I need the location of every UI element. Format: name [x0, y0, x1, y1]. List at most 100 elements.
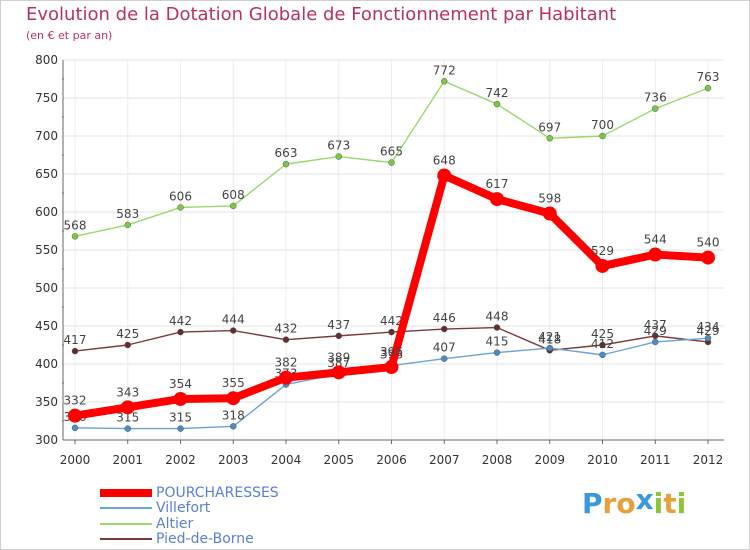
data-label: 434 — [697, 320, 720, 334]
data-label: 432 — [275, 322, 298, 336]
data-label: 396 — [380, 345, 403, 359]
x-tick-label: 2006 — [376, 453, 407, 467]
data-point — [704, 84, 712, 92]
data-point — [124, 221, 131, 229]
data-label: 442 — [380, 314, 403, 328]
data-label: 437 — [327, 318, 350, 332]
data-label: 772 — [433, 63, 456, 77]
legend-item: Villefort — [100, 500, 279, 517]
data-point — [652, 338, 659, 346]
data-label: 697 — [538, 120, 561, 134]
data-label: 417 — [64, 333, 87, 347]
y-tick-label: 750 — [35, 91, 58, 105]
data-point — [71, 347, 79, 355]
data-point — [599, 132, 606, 140]
data-point — [648, 247, 663, 262]
y-tick-label: 300 — [35, 433, 58, 447]
data-point — [335, 153, 342, 160]
data-label: 387 — [327, 356, 350, 370]
data-label: 425 — [116, 327, 139, 341]
data-label: 421 — [538, 330, 561, 344]
data-label: 700 — [591, 118, 614, 132]
data-label: 382 — [275, 356, 298, 370]
x-tick-label: 2003 — [218, 453, 249, 467]
y-tick-label: 700 — [35, 129, 58, 143]
data-point — [441, 78, 448, 85]
y-tick-label: 350 — [35, 395, 58, 409]
data-label: 583 — [116, 207, 139, 221]
data-label: 617 — [486, 177, 509, 191]
data-label: 429 — [697, 324, 720, 338]
data-point — [282, 160, 290, 168]
data-label: 332 — [64, 394, 87, 408]
legend-swatch — [100, 538, 152, 541]
data-label: 318 — [222, 408, 245, 422]
data-point — [701, 250, 715, 265]
y-tick-label: 650 — [35, 167, 58, 181]
data-label: 355 — [222, 376, 245, 390]
legend-label: Pied-de-Borne — [156, 531, 254, 548]
data-label: 418 — [538, 332, 561, 346]
data-point — [599, 341, 606, 349]
data-label: 448 — [486, 310, 509, 324]
y-tick-label: 450 — [35, 319, 58, 333]
data-point — [493, 349, 501, 356]
data-point — [120, 400, 135, 415]
data-point — [173, 391, 188, 406]
data-label: 736 — [644, 91, 667, 105]
data-point — [68, 408, 82, 423]
y-tick-label: 800 — [35, 53, 58, 67]
data-point — [279, 370, 293, 385]
data-label: 315 — [169, 411, 192, 425]
data-point — [384, 360, 399, 375]
x-tick-label: 2000 — [60, 453, 91, 467]
logo-letter: t — [663, 487, 677, 520]
data-label: 444 — [222, 313, 245, 327]
legend-swatch — [100, 488, 152, 497]
y-tick-label: 500 — [35, 281, 58, 295]
legend-item: Pied-de-Borne — [100, 531, 279, 548]
chart-title: Evolution de la Dotation Globale de Fonc… — [26, 4, 617, 25]
logo-letter: x — [635, 483, 654, 516]
data-label: 437 — [644, 318, 667, 332]
data-label: 412 — [591, 337, 614, 351]
legend-item: Altier — [100, 516, 279, 532]
data-label: 663 — [275, 146, 298, 160]
proxiti-logo: Proxiti — [582, 483, 686, 520]
data-label: 425 — [591, 327, 614, 341]
x-tick-label: 2001 — [112, 453, 143, 467]
logo-letter: i — [653, 487, 664, 520]
data-point — [542, 206, 557, 221]
data-label: 446 — [433, 311, 456, 325]
y-tick-label: 400 — [35, 357, 58, 371]
x-tick-label: 2007 — [429, 453, 460, 467]
data-label: 606 — [169, 189, 192, 203]
data-point — [335, 332, 342, 340]
data-label: 442 — [169, 314, 192, 328]
x-tick-label: 2010 — [587, 453, 618, 467]
data-point — [441, 325, 448, 333]
legend-label: Villefort — [156, 500, 211, 517]
data-label: 540 — [697, 236, 720, 250]
data-point — [652, 105, 659, 112]
data-label: 354 — [169, 377, 192, 391]
data-label: 389 — [327, 350, 350, 364]
data-point — [704, 334, 712, 342]
data-point — [226, 391, 241, 406]
data-label: 673 — [327, 139, 350, 153]
data-point — [493, 324, 501, 331]
data-label: 608 — [222, 188, 245, 202]
data-label: 544 — [644, 233, 667, 247]
x-tick-label: 2011 — [640, 453, 671, 467]
x-tick-label: 2012 — [693, 453, 724, 467]
data-label: 315 — [116, 411, 139, 425]
logo-letter: o — [616, 487, 636, 520]
legend-label: POURCHARESSES — [156, 484, 279, 501]
logo-letter: r — [602, 487, 617, 520]
chart-subtitle: (en € et par an) — [26, 29, 113, 42]
data-label: 407 — [433, 341, 456, 355]
y-tick-label: 600 — [35, 205, 58, 219]
data-point — [282, 336, 290, 343]
